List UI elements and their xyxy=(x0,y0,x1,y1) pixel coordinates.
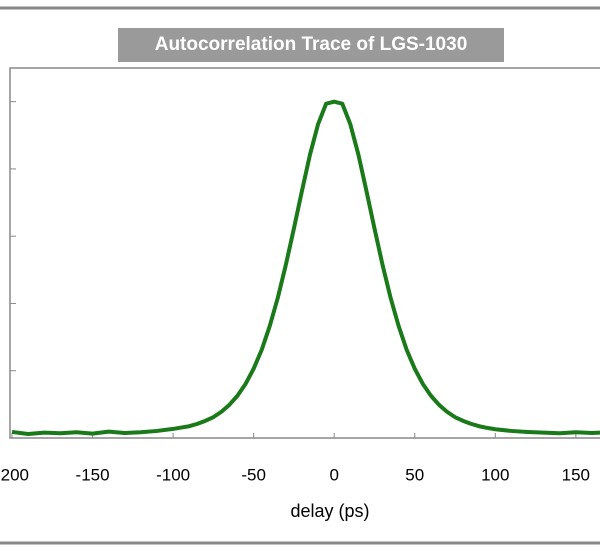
x-tick-label: 150 xyxy=(562,465,590,484)
x-tick-label: 50 xyxy=(405,465,424,484)
title-box xyxy=(118,28,504,62)
x-tick-label: -100 xyxy=(156,465,190,484)
data-line xyxy=(11,99,600,436)
x-tick-label: -50 xyxy=(241,465,266,484)
x-tick-label: 100 xyxy=(481,465,509,484)
chart-title: Autocorrelation Trace of LGS-1030 xyxy=(155,34,468,55)
x-tick-label: 0 xyxy=(329,465,338,484)
x-tick-label: -200 xyxy=(0,465,29,484)
plot-area xyxy=(9,67,600,439)
x-tick-label: -150 xyxy=(76,465,110,484)
x-axis-title: delay (ps) xyxy=(290,501,369,521)
